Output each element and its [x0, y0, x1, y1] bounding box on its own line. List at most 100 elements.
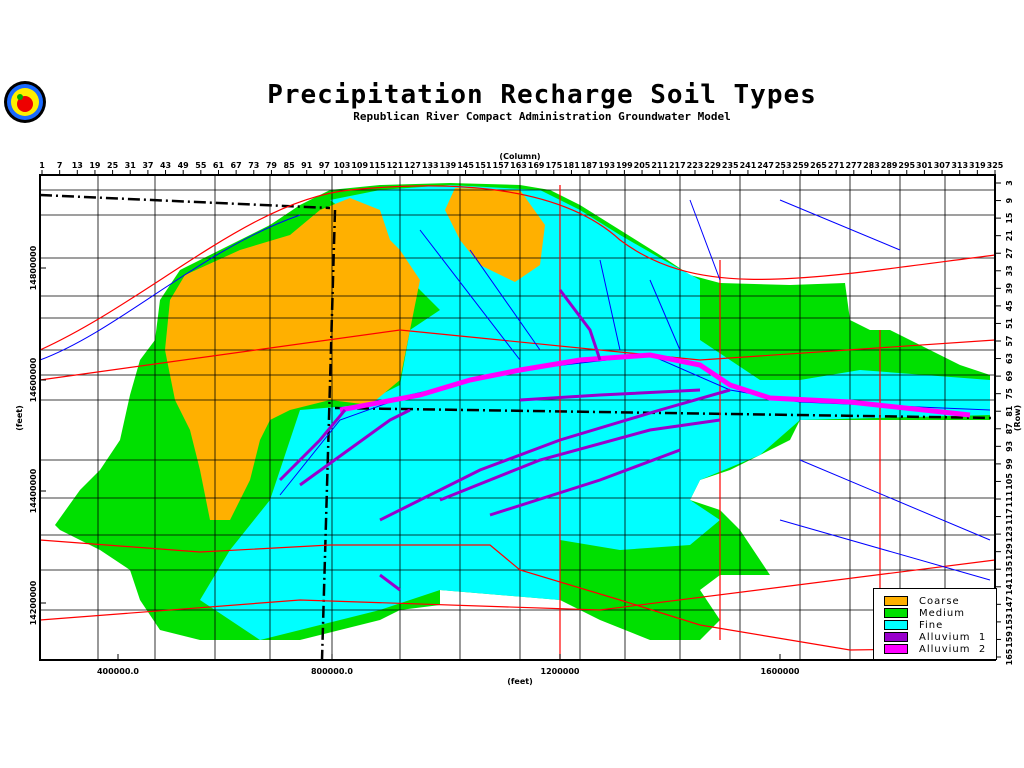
column-tick-label: 265 — [810, 161, 827, 170]
column-tick-label: 277 — [845, 161, 862, 170]
map-subtitle: Republican River Compact Administration … — [353, 110, 731, 123]
column-tick-label: 43 — [160, 161, 171, 170]
row-tick-label: 93 — [1005, 441, 1014, 452]
alluvium-1-branch — [278, 289, 731, 592]
legend-label: Alluvium 1 — [919, 631, 987, 643]
column-tick-label: 1 — [39, 161, 45, 170]
column-tick-label: 49 — [178, 161, 190, 170]
row-tick-label: 39 — [1005, 282, 1014, 294]
column-tick-label: 193 — [598, 161, 615, 170]
column-tick-label: 55 — [195, 161, 207, 170]
column-tick-label: 157 — [493, 161, 510, 170]
row-tick-label: 153 — [1005, 614, 1014, 631]
northing-axis: 14800000 14600000 14400000 14200000 — [29, 245, 46, 625]
column-tick-label: 289 — [881, 161, 898, 170]
column-tick-label: 283 — [863, 161, 880, 170]
row-tick-label: 3 — [1005, 180, 1014, 186]
row-tick-label: 81 — [1005, 405, 1014, 417]
row-tick-label: 111 — [1005, 490, 1014, 507]
easting-tick-label: 1200000 — [541, 667, 580, 676]
legend-label: Coarse — [919, 595, 960, 607]
column-tick-label: 301 — [916, 161, 933, 170]
row-tick-label: 69 — [1005, 370, 1014, 382]
row-tick-label: 159 — [1005, 631, 1014, 648]
easting-axis: 400000.0 800000.0 1200000 1600000 — [97, 654, 800, 676]
easting-tick-label: 1600000 — [761, 667, 800, 676]
column-tick-label: 187 — [581, 161, 598, 170]
legend-item-fine: Fine — [884, 619, 943, 631]
column-tick-label: 175 — [545, 161, 562, 170]
fine-swatch — [884, 620, 908, 630]
column-tick-label: 181 — [563, 161, 580, 170]
row-tick-label: 87 — [1005, 423, 1014, 434]
legend: Coarse Medium Fine Alluvium 1 Alluvium 2 — [873, 588, 997, 660]
soil-coarse-region — [165, 198, 420, 520]
northing-tick-label: 14600000 — [29, 357, 38, 402]
row-tick-label: 117 — [1005, 508, 1014, 525]
legend-item-medium: Medium — [884, 607, 965, 619]
column-tick-label: 31 — [125, 161, 137, 170]
easting-tick-label: 800000.0 — [311, 667, 353, 676]
column-tick-label: 139 — [440, 161, 457, 170]
column-tick-label: 115 — [369, 161, 386, 170]
column-tick-label: 169 — [528, 161, 545, 170]
row-tick-label: 129 — [1005, 543, 1014, 560]
column-tick-label: 7 — [57, 161, 63, 170]
column-tick-label: 109 — [351, 161, 368, 170]
column-tick-label: 67 — [231, 161, 242, 170]
column-tick-label: 127 — [404, 161, 421, 170]
northing-tick-label: 14400000 — [29, 468, 38, 513]
row-tick-label: 141 — [1005, 578, 1014, 595]
row-tick-label: 9 — [1005, 197, 1014, 203]
column-tick-label: 223 — [687, 161, 704, 170]
easting-axis-label: (feet) — [507, 677, 532, 686]
row-tick-label: 63 — [1005, 353, 1014, 364]
column-tick-label: 253 — [775, 161, 792, 170]
column-tick-label: 205 — [634, 161, 651, 170]
row-tick-label: 135 — [1005, 560, 1014, 577]
row-tick-label: 57 — [1005, 335, 1014, 346]
column-tick-label: 163 — [510, 161, 527, 170]
column-tick-label: 313 — [951, 161, 968, 170]
row-tick-label: 15 — [1005, 212, 1014, 224]
row-tick-label: 99 — [1005, 458, 1014, 470]
column-tick-label: 73 — [248, 161, 259, 170]
legend-label: Alluvium 2 — [919, 643, 987, 655]
alluvium-2-river — [339, 352, 971, 418]
northing-axis-label: (feet) — [15, 405, 24, 430]
column-tick-label: 307 — [934, 161, 951, 170]
alluvium-2-swatch — [884, 644, 908, 654]
column-axis: 1 7 13 19 25 31 37 43 49 55 61 67 73 79 85 91 97 103 109 11… — [39, 161, 1004, 175]
apple-seal-logo — [4, 81, 46, 123]
column-tick-label: 259 — [793, 161, 810, 170]
legend-item-coarse: Coarse — [884, 595, 960, 607]
column-tick-label: 211 — [651, 161, 668, 170]
column-tick-label: 19 — [89, 161, 101, 170]
column-tick-label: 13 — [72, 161, 83, 170]
column-tick-label: 103 — [334, 161, 351, 170]
row-tick-label: 27 — [1005, 248, 1014, 259]
column-tick-label: 295 — [898, 161, 915, 170]
row-tick-label: 51 — [1005, 317, 1014, 329]
map-title: Precipitation Recharge Soil Types — [267, 80, 817, 110]
column-tick-label: 121 — [387, 161, 404, 170]
column-tick-label: 151 — [475, 161, 492, 170]
easting-tick-label: 400000.0 — [97, 667, 139, 676]
legend-item-alluvium-1: Alluvium 1 — [884, 631, 986, 643]
map-frame — [39, 174, 996, 661]
northing-tick-label: 14200000 — [29, 580, 38, 625]
coarse-swatch — [884, 596, 908, 606]
row-tick-label: 45 — [1005, 300, 1014, 312]
column-tick-label: 145 — [457, 161, 474, 170]
legend-label: Medium — [919, 607, 965, 619]
alluvium — [278, 289, 971, 592]
legend-label: Fine — [919, 619, 944, 631]
row-axis: 3915212733394551576369758187939910511111… — [995, 180, 1014, 665]
row-tick-label: 75 — [1005, 388, 1014, 400]
row-tick-label: 21 — [1005, 230, 1014, 242]
legend-item-alluvium-2: Alluvium 2 — [884, 643, 986, 655]
column-tick-label: 271 — [828, 161, 845, 170]
row-tick-label: 123 — [1005, 526, 1014, 543]
column-tick-label: 133 — [422, 161, 439, 170]
